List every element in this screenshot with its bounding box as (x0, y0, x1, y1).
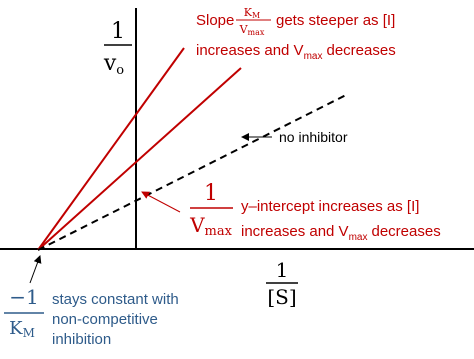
intercept-line2: increases and Vmax decreases (241, 223, 441, 243)
intercept-line1: y–intercept increases as [I] (241, 198, 419, 215)
text: increases and V (241, 223, 349, 240)
y-label-den: vo (103, 51, 124, 78)
inhibitor-line-high (37, 47, 185, 251)
text: V (189, 213, 205, 237)
text: K (9, 318, 23, 339)
slope-frac-den: Vmax (239, 23, 265, 37)
slope-line1: gets steeper as [I] (276, 12, 395, 29)
y-label-num: 1 (111, 19, 125, 44)
subscript: max (349, 232, 368, 243)
no-inhibitor-label: no inhibitor (279, 129, 348, 145)
slope-line2: increases and Vmax decreases (196, 42, 396, 62)
subscript: max (248, 28, 265, 37)
text: v (103, 51, 117, 76)
text: decreases (371, 223, 440, 240)
x-int-frac-num: −1 (9, 285, 38, 309)
intercept-frac-num: 1 (204, 181, 218, 206)
no-inhibitor-line (37, 94, 347, 251)
text: increases and V (196, 42, 304, 59)
x-int-line: non-competitive (52, 311, 158, 328)
inhibitor-line-low (37, 67, 242, 251)
subscript: M (23, 326, 35, 340)
subscript: max (304, 51, 323, 62)
x-int-line: stays constant with (52, 291, 179, 308)
x-label-den: [S] (267, 285, 296, 309)
subscript: M (252, 11, 260, 20)
arrow (29, 255, 42, 284)
x-label-num: 1 (276, 258, 289, 282)
text: K (244, 6, 253, 19)
arrow (141, 191, 181, 213)
subscript: max (205, 224, 233, 239)
text: decreases (326, 42, 395, 59)
intercept-frac-den: Vmax (189, 213, 233, 239)
slope-frac-num: KM (244, 6, 260, 20)
x-int-line: inhibition (52, 331, 111, 348)
text: V (239, 23, 249, 36)
subscript: o (116, 63, 124, 78)
x-int-frac-den: KM (9, 318, 35, 340)
slope-word: Slope (196, 12, 234, 29)
